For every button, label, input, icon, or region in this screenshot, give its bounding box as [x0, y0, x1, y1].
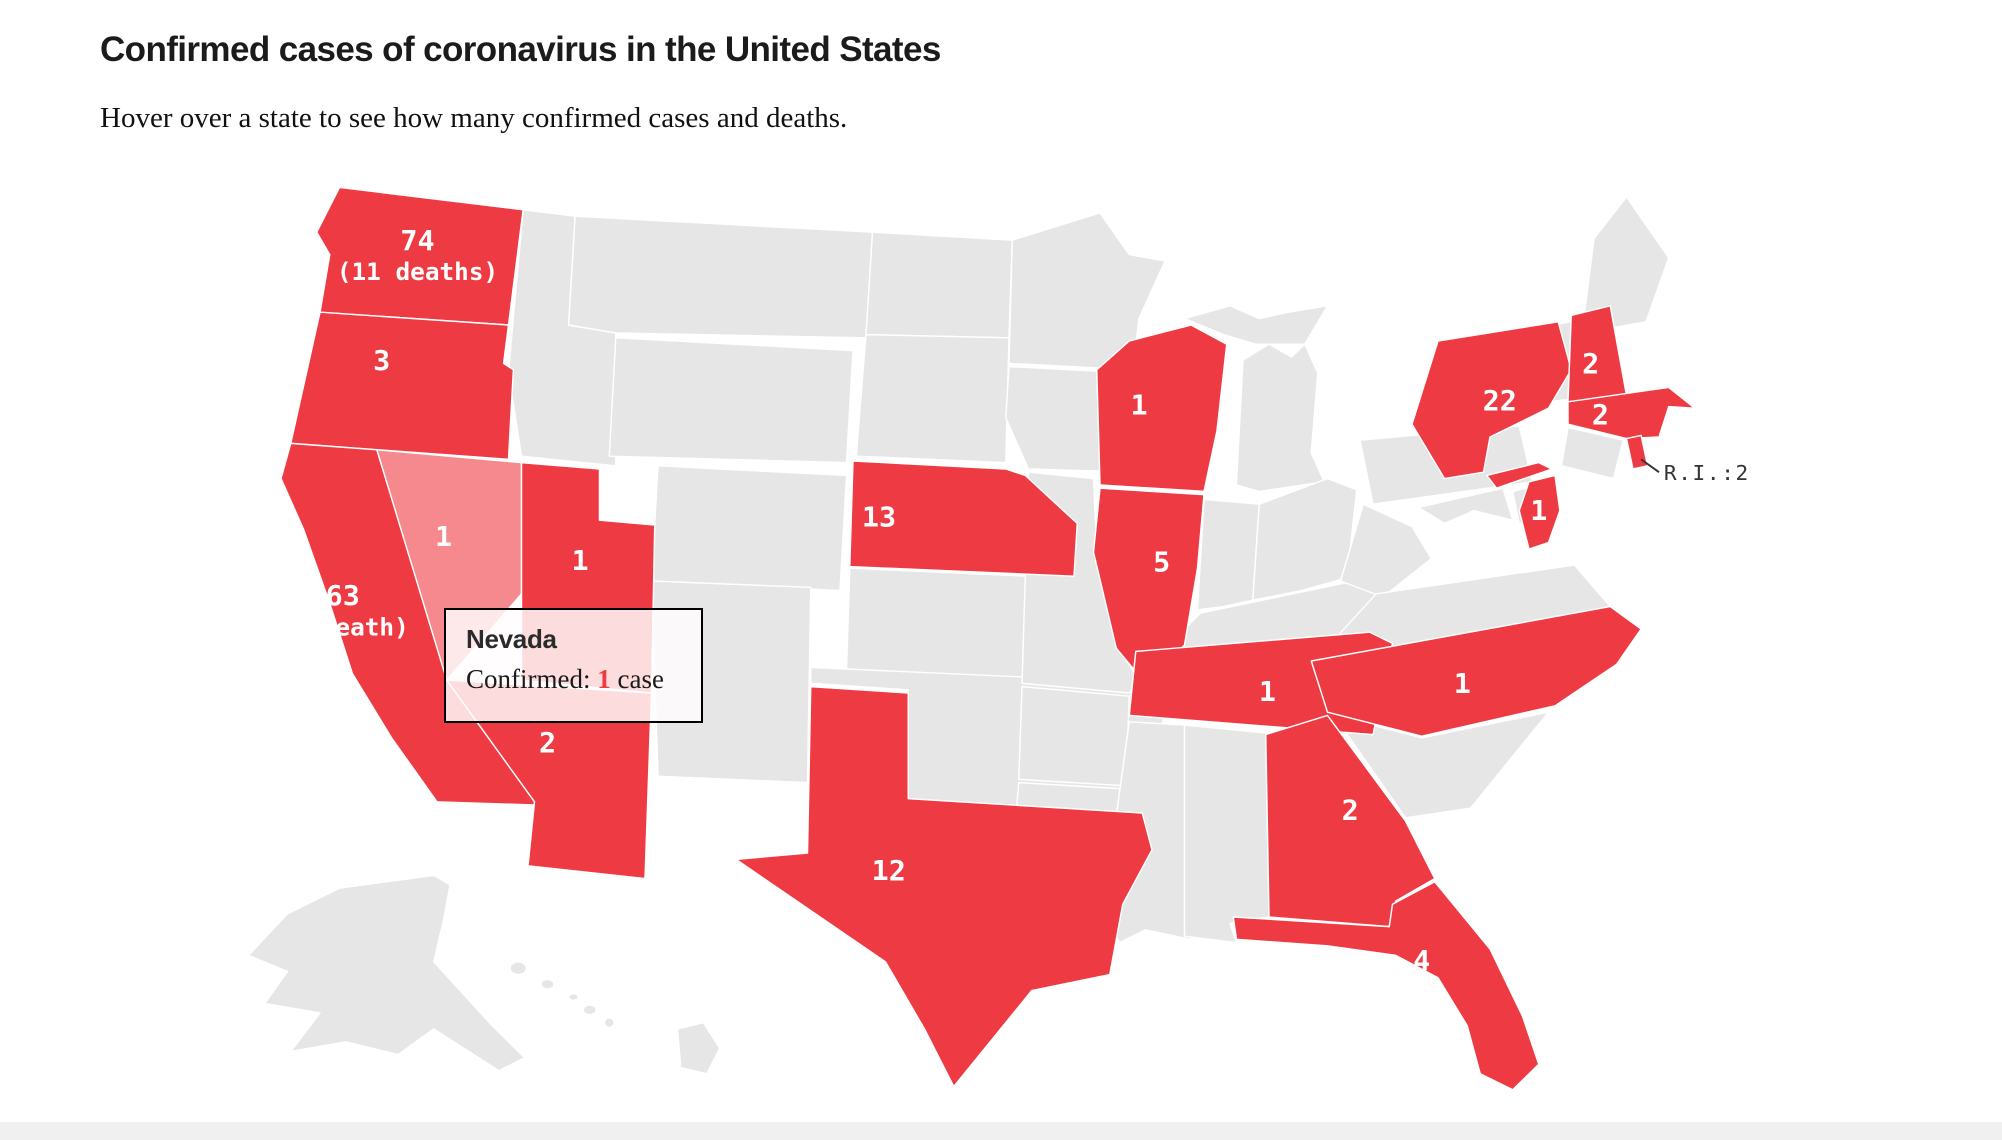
tooltip-confirmed-label: Confirmed: [466, 664, 598, 694]
label-tennessee-cases: 1 [1259, 675, 1276, 708]
states-with-cases [280, 186, 1696, 1091]
state-new-york[interactable] [1411, 321, 1572, 480]
label-nevada-cases: 1 [435, 520, 452, 553]
label-georgia-cases: 2 [1342, 794, 1359, 827]
label-california-deaths: (1 death) [277, 614, 409, 642]
label-north-carolina-cases: 1 [1454, 667, 1471, 700]
label-new-hampshire-cases: 2 [1582, 347, 1599, 380]
state-new-jersey[interactable] [1518, 474, 1561, 550]
state-north-dakota[interactable] [865, 231, 1013, 339]
state-massachusetts[interactable] [1567, 386, 1696, 440]
state-kansas[interactable] [845, 567, 1030, 681]
rhode-island-leader-line [1640, 458, 1660, 473]
label-new-york-cases: 22 [1483, 384, 1517, 417]
page-title: Confirmed cases of coronavirus in the Un… [100, 30, 941, 69]
state-new-york-long-island[interactable] [1486, 461, 1553, 489]
state-alabama[interactable] [1183, 724, 1270, 944]
label-wisconsin-cases: 1 [1130, 389, 1147, 422]
tooltip-confirmed-line: Confirmed: 1 case [466, 664, 681, 695]
state-georgia[interactable] [1265, 714, 1436, 928]
tooltip-case-unit: case [610, 664, 664, 694]
label-utah-cases: 1 [571, 544, 588, 577]
label-washington-deaths: (11 deaths) [337, 258, 498, 286]
state-tooltip: Nevada Confirmed: 1 case [444, 608, 703, 723]
state-wisconsin[interactable] [1096, 324, 1228, 493]
us-choropleth-map: R.I.:2 74 (11 deaths) 3 63 (1 death) 1 1… [190, 165, 1750, 1125]
label-florida-cases: 4 [1413, 944, 1430, 977]
tooltip-state-name: Nevada [466, 624, 557, 654]
label-california-cases: 63 [326, 579, 360, 612]
label-arizona-cases: 2 [539, 726, 556, 759]
label-illinois-cases: 5 [1153, 546, 1170, 579]
state-indiana[interactable] [1196, 498, 1260, 611]
bottom-divider-band [0, 1122, 2002, 1140]
state-south-carolina[interactable] [1333, 711, 1550, 819]
page-subtitle: Hover over a state to see how many confi… [100, 102, 848, 134]
label-nebraska-cases: 13 [862, 501, 896, 534]
state-michigan[interactable] [1235, 343, 1325, 493]
state-north-carolina[interactable] [1310, 605, 1642, 737]
state-connecticut[interactable] [1560, 426, 1624, 480]
state-rhode-island[interactable] [1625, 434, 1649, 470]
label-oregon-cases: 3 [373, 344, 390, 377]
state-oregon[interactable] [290, 311, 515, 461]
case-count-labels: 74 (11 deaths) 3 63 (1 death) 1 1 2 13 1… [277, 224, 1609, 977]
label-massachusetts-cases: 2 [1592, 398, 1609, 431]
label-new-jersey-cases: 1 [1530, 494, 1547, 527]
label-texas-cases: 12 [872, 854, 906, 887]
state-texas[interactable] [735, 685, 1153, 1088]
state-montana[interactable] [567, 215, 874, 339]
label-washington-cases: 74 [400, 224, 434, 257]
us-map-svg: R.I.:2 74 (11 deaths) 3 63 (1 death) 1 1… [247, 186, 1750, 1091]
state-minnesota[interactable] [1008, 212, 1166, 371]
state-arkansas[interactable] [1018, 685, 1130, 787]
state-south-dakota[interactable] [855, 333, 1010, 464]
state-maryland[interactable] [1417, 487, 1514, 525]
state-florida[interactable] [1232, 881, 1540, 1091]
state-hawaii[interactable] [509, 961, 721, 1075]
tooltip-case-count: 1 [597, 664, 611, 694]
rhode-island-callout-label: R.I.:2 [1664, 461, 1750, 485]
state-wyoming[interactable] [608, 337, 854, 464]
state-alaska[interactable] [247, 874, 526, 1072]
state-michigan-upper[interactable] [1183, 305, 1329, 345]
state-colorado[interactable] [650, 465, 848, 592]
state-nebraska[interactable] [849, 460, 1078, 577]
